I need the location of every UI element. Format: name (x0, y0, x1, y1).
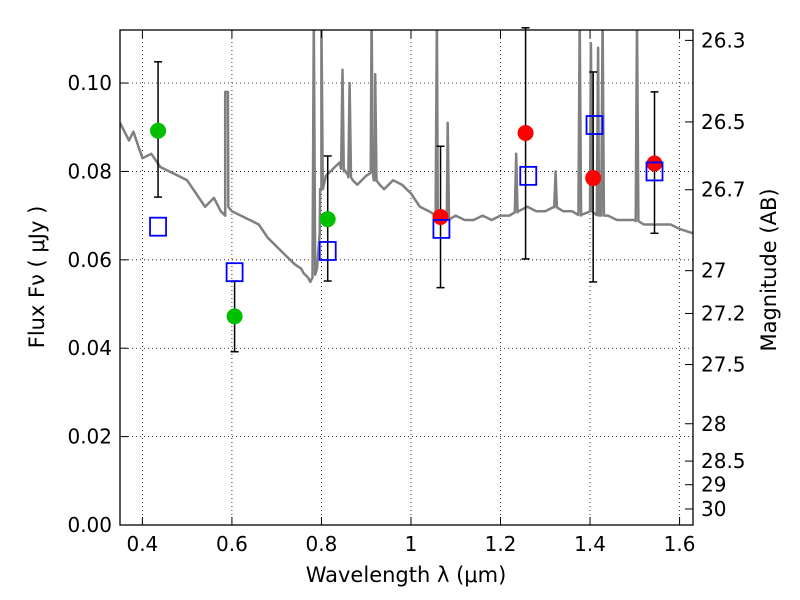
y-axis-label: Flux Fν ( μJy ) (25, 206, 49, 349)
y2-tick-label: 26.3 (701, 28, 746, 52)
y2-tick-label: 26.5 (701, 110, 746, 134)
model-photometry-square (432, 218, 451, 239)
observed-point (517, 124, 534, 141)
y-tick-label: 0.02 (67, 425, 112, 449)
observed-point (150, 122, 167, 139)
x-tick-label: 1.4 (574, 532, 606, 556)
x-tick-label: 0.8 (306, 532, 338, 556)
x-tick-label: 1 (405, 532, 418, 556)
model-photometry-square (149, 216, 167, 237)
axis-ticks: 0.4 0.6 0.8 1 1.2 1.4 1.6 0.00 0.02 0.04 0.06 0.08 0… (67, 28, 745, 556)
observed-point (585, 170, 602, 187)
plot-frame (119, 29, 694, 526)
y-tick-label: 0.06 (67, 248, 112, 272)
observed-point (319, 211, 336, 228)
model-photometry-square (585, 115, 604, 135)
observed-point (432, 208, 449, 225)
y-tick-label: 0.04 (67, 336, 112, 360)
y2-tick-label: 27.2 (701, 301, 746, 325)
y2-tick-label: 28.5 (701, 449, 746, 473)
y2-axis-label: Magnitude (AB) (757, 188, 781, 351)
model-photometry-square (645, 161, 664, 182)
x-tick-label: 1.2 (485, 532, 517, 556)
y2-tick-label: 27 (701, 259, 726, 283)
observed-point (226, 308, 243, 325)
plot-area (120, 27, 693, 353)
x-tick-label: 0.4 (126, 532, 158, 556)
x-tick-label: 0.6 (216, 532, 248, 556)
y2-tick-label: 30 (701, 497, 726, 521)
model-photometry-square (519, 165, 538, 186)
y-tick-label: 0.08 (67, 159, 112, 183)
y2-tick-label: 29 (701, 473, 726, 497)
model-photometry-square (318, 241, 337, 261)
x-tick-label: 1.6 (664, 532, 696, 556)
model-photometry-square (225, 262, 244, 283)
data-points (149, 27, 664, 353)
grid (120, 30, 693, 526)
y2-tick-label: 26.7 (701, 178, 746, 202)
y-tick-label: 0.10 (67, 71, 112, 95)
observed-point (646, 155, 663, 172)
y2-tick-label: 27.5 (701, 353, 746, 377)
y-tick-label: 0.00 (67, 513, 112, 537)
x-axis-label: Wavelength λ (μm) (306, 563, 507, 587)
y2-tick-label: 28 (701, 412, 726, 436)
